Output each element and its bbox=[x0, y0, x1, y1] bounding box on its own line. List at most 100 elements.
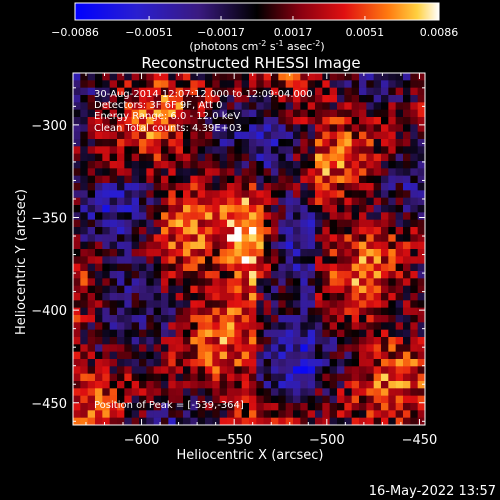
heatmap-cell bbox=[124, 139, 132, 147]
heatmap-cell bbox=[381, 373, 389, 382]
heatmap-cell bbox=[293, 249, 301, 257]
heatmap-cell bbox=[293, 395, 301, 404]
heatmap-cell bbox=[351, 227, 360, 235]
heatmap-cell bbox=[359, 307, 367, 316]
heatmap-cell bbox=[329, 139, 338, 147]
heatmap-cell bbox=[190, 153, 198, 162]
heatmap-cell bbox=[80, 249, 88, 257]
heatmap-cell bbox=[102, 300, 110, 308]
heatmap-cell bbox=[95, 117, 103, 125]
heatmap-cell bbox=[109, 102, 118, 110]
heatmap-cell bbox=[161, 241, 169, 250]
heatmap-cell bbox=[102, 381, 110, 389]
heatmap-cell bbox=[395, 234, 404, 242]
heatmap-cell bbox=[219, 80, 228, 88]
heatmap-cell bbox=[256, 73, 264, 81]
heatmap-cell bbox=[381, 337, 389, 345]
heatmap-cell bbox=[410, 410, 418, 418]
heatmap-cell bbox=[197, 153, 206, 162]
heatmap-cell bbox=[351, 241, 360, 250]
heatmap-cell bbox=[366, 131, 374, 140]
heatmap-cell bbox=[175, 403, 184, 411]
heatmap-cell bbox=[234, 102, 242, 110]
heatmap-cell bbox=[117, 337, 125, 345]
heatmap-cell bbox=[417, 146, 426, 154]
heatmap-cell bbox=[315, 95, 323, 103]
heatmap-cell bbox=[175, 183, 184, 191]
heatmap-cell bbox=[381, 315, 389, 323]
heatmap-cell bbox=[263, 153, 272, 162]
heatmap-cell bbox=[212, 73, 220, 81]
heatmap-cell bbox=[117, 285, 125, 294]
heatmap-cell bbox=[197, 403, 206, 411]
heatmap-cell bbox=[175, 168, 184, 176]
heatmap-cell bbox=[183, 175, 191, 184]
heatmap-cell bbox=[227, 300, 235, 308]
heatmap-cell bbox=[322, 373, 330, 382]
heatmap-cell bbox=[102, 366, 110, 374]
heatmap-cell bbox=[249, 278, 257, 286]
heatmap-cell bbox=[183, 263, 191, 272]
heatmap-cell bbox=[219, 337, 228, 345]
heatmap-cell bbox=[300, 183, 308, 191]
heatmap-cell bbox=[249, 131, 257, 140]
heatmap-cell bbox=[139, 139, 147, 147]
heatmap-cell bbox=[373, 373, 382, 382]
heatmap-cell bbox=[102, 285, 110, 294]
heatmap-cell bbox=[300, 109, 308, 118]
heatmap-cell bbox=[227, 102, 235, 110]
heatmap-cell bbox=[388, 395, 396, 404]
heatmap-cell bbox=[241, 366, 250, 374]
heatmap-cell bbox=[388, 300, 396, 308]
heatmap-cell bbox=[73, 212, 81, 220]
heatmap-cell bbox=[183, 95, 191, 103]
heatmap-cell bbox=[271, 175, 279, 184]
heatmap-cell bbox=[322, 263, 330, 272]
heatmap-cell bbox=[351, 190, 360, 198]
heatmap-cell bbox=[139, 168, 147, 176]
heatmap-cell bbox=[351, 271, 360, 279]
heatmap-cell bbox=[285, 285, 294, 294]
heatmap-cell bbox=[161, 109, 169, 118]
heatmap-cell bbox=[395, 146, 404, 154]
heatmap-cell bbox=[183, 410, 191, 418]
heatmap-cell bbox=[315, 146, 323, 154]
heatmap-cell bbox=[219, 278, 228, 286]
heatmap-cell bbox=[366, 403, 374, 411]
heatmap-cell bbox=[329, 80, 338, 88]
heatmap-cell bbox=[168, 153, 176, 162]
heatmap-cell bbox=[410, 315, 418, 323]
heatmap-cell bbox=[205, 373, 213, 382]
heatmap-cell bbox=[322, 256, 330, 264]
heatmap-cell bbox=[197, 300, 206, 308]
heatmap-cell bbox=[205, 190, 213, 198]
heatmap-cell bbox=[234, 300, 242, 308]
heatmap-cell bbox=[256, 241, 264, 250]
heatmap-cell bbox=[278, 329, 286, 338]
heatmap-cell bbox=[227, 146, 235, 154]
heatmap-cell bbox=[381, 241, 389, 250]
heatmap-cell bbox=[102, 234, 110, 242]
heatmap-cell bbox=[168, 410, 176, 418]
heatmap-cell bbox=[271, 95, 279, 103]
heatmap-cell bbox=[315, 417, 323, 426]
heatmap-cell bbox=[102, 322, 110, 330]
heatmap-cell bbox=[366, 359, 374, 367]
heatmap-cell bbox=[300, 366, 308, 374]
heatmap-cell bbox=[403, 256, 411, 264]
heatmap-cell bbox=[212, 190, 220, 198]
x-tick-label: −600 bbox=[124, 433, 160, 448]
heatmap-cell bbox=[197, 168, 206, 176]
heatmap-cell bbox=[183, 80, 191, 88]
heatmap-cell bbox=[161, 183, 169, 191]
heatmap-cell bbox=[373, 263, 382, 272]
heatmap-cell bbox=[315, 131, 323, 140]
heatmap-cell bbox=[153, 161, 162, 169]
heatmap-cell bbox=[256, 87, 264, 96]
heatmap-cell bbox=[285, 205, 294, 213]
heatmap-cell bbox=[175, 109, 184, 118]
heatmap-cell bbox=[212, 241, 220, 250]
heatmap-cell bbox=[197, 381, 206, 389]
heatmap-cell bbox=[293, 278, 301, 286]
heatmap-cell bbox=[417, 234, 426, 242]
